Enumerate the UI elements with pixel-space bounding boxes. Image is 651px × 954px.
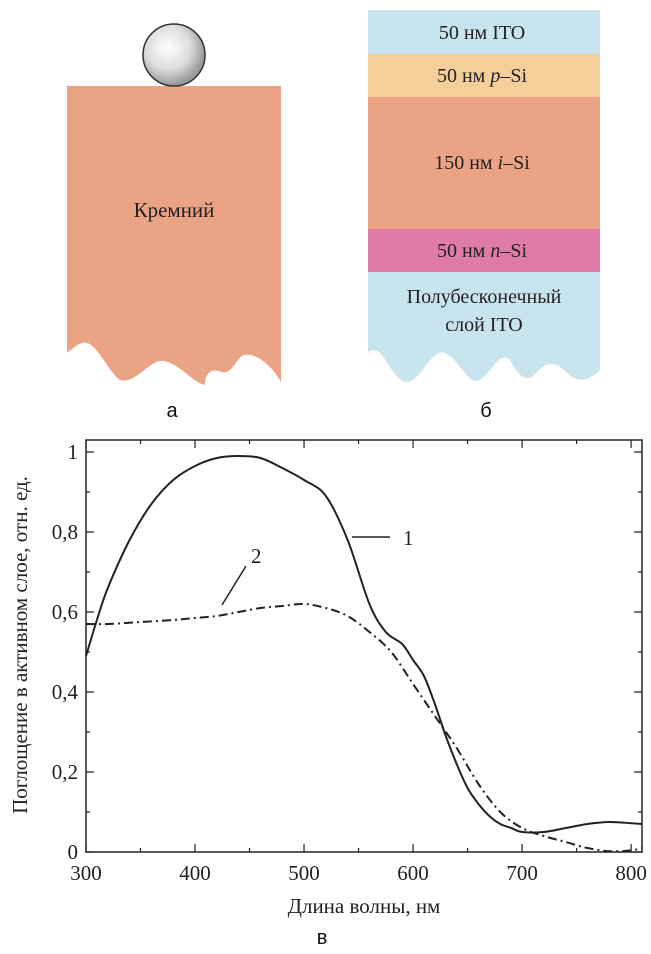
- layer-label-n-si: 50 нм n–Si: [437, 240, 527, 262]
- layer-i-si: [368, 97, 600, 229]
- panel-b: 50 нм ITO 50 нм p–Si 150 нм i–Si 50 нм n…: [368, 10, 600, 422]
- layer-label-i-si: 150 нм i–Si: [434, 152, 530, 174]
- x-tick-label: 500: [288, 861, 320, 885]
- panel-c-chart: 300 400 500 600 700 800 0 0,2 0,4 0,6 0,8 1 1 2 Дл…: [8, 439, 647, 949]
- y-tick-label: 0,4: [52, 680, 79, 704]
- x-tick-label: 600: [397, 861, 429, 885]
- layer-label-p-si: 50 нм p–Si: [437, 65, 527, 87]
- series-line-2: [85, 602, 643, 853]
- y-tick-label: 0: [68, 840, 79, 864]
- layer-ito-top: [368, 10, 600, 54]
- annotation-label-2: 2: [251, 544, 262, 568]
- layer-ito-semi-infinite: [368, 272, 600, 383]
- layer-label-ito-line1: Полубесконечный: [407, 286, 562, 308]
- silicon-substrate: [67, 86, 281, 385]
- series-lines: [85, 454, 643, 853]
- y-tick-label: 1: [68, 440, 79, 464]
- panel-a-label: а: [166, 400, 178, 422]
- layer-p-si: [368, 54, 600, 97]
- plot-frame: [85, 439, 643, 853]
- y-tick-label: 0,6: [52, 600, 78, 624]
- x-tick-label: 300: [70, 861, 102, 885]
- y-tick-labels: 0 0,2 0,4 0,6 0,8 1: [52, 440, 79, 864]
- axis-ticks: [85, 440, 642, 853]
- panel-a: Кремний а: [67, 23, 281, 422]
- panel-b-label: б: [480, 400, 491, 422]
- substrate-label: Кремний: [134, 198, 215, 222]
- annotation-leader-2: [221, 565, 247, 606]
- layer-label-ito-line2: слой ITO: [445, 314, 523, 336]
- y-axis-label: Поглощение в активном слое, отн. ед.: [8, 476, 32, 814]
- nanoparticle: [142, 23, 206, 87]
- x-axis-label: Длина волны, нм: [288, 894, 441, 918]
- y-tick-label: 0,8: [52, 520, 78, 544]
- y-tick-label: 0,2: [52, 760, 78, 784]
- series-line-1: [85, 454, 643, 834]
- layer-label-ito-top: 50 нм ITO: [439, 22, 525, 44]
- layer-n-si: [368, 229, 600, 272]
- annotation-label-1: 1: [403, 526, 414, 550]
- x-tick-label: 400: [179, 861, 211, 885]
- x-tick-label: 800: [615, 861, 647, 885]
- x-tick-label: 700: [506, 861, 538, 885]
- x-tick-labels: 300 400 500 600 700 800: [70, 861, 647, 885]
- panel-c-label: в: [317, 927, 328, 949]
